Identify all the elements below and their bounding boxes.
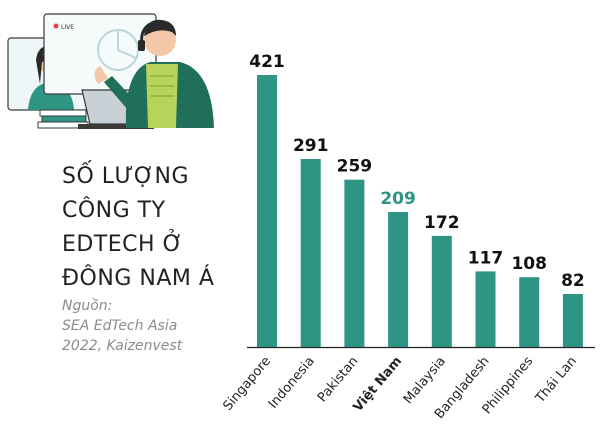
- bar-singapore: [257, 75, 277, 347]
- bar-bangladesh: [475, 271, 496, 347]
- source-note: Nguồn: SEA EdTech Asia 2022, Kaizenvest: [62, 296, 242, 356]
- title-line-4: ĐÔNG NAM Á: [62, 266, 215, 291]
- value-label-viet-nam: 209: [380, 189, 416, 209]
- bar-indonesia: [300, 158, 321, 347]
- tick-label-malaysia: Malaysia: [401, 354, 449, 407]
- source-line-2: SEA EdTech Asia: [62, 318, 178, 334]
- value-label-indonesia: 291: [293, 136, 329, 156]
- bar-pakistan: [344, 179, 365, 347]
- title-line-3: EDTECH Ở: [62, 232, 184, 257]
- title-line-2: CÔNG TY: [62, 198, 166, 223]
- title-line-1: SỐ LƯỢNG: [62, 164, 189, 189]
- value-label-thai-lan: 82: [561, 271, 585, 291]
- tick-label-singapore: Singapore: [220, 354, 274, 414]
- value-label-philippines: 108: [511, 254, 547, 274]
- bar-thai-lan: [562, 294, 583, 347]
- tick-label-thai-lan: Thái Lan: [532, 354, 580, 407]
- bar-malaysia: [431, 235, 452, 347]
- online-class-illustration: LIVE: [7, 13, 214, 129]
- bar-philippines: [519, 277, 540, 347]
- bar-viet-nam: [388, 211, 409, 347]
- value-label-pakistan: 259: [337, 157, 373, 177]
- source-line-1: Nguồn:: [62, 298, 113, 314]
- tick-label-pakistan: Pakistan: [315, 354, 361, 405]
- value-label-singapore: 421: [249, 52, 285, 72]
- chart-title: SỐ LƯỢNG CÔNG TY EDTECH Ở ĐÔNG NAM Á: [62, 160, 262, 296]
- source-line-3: 2022, Kaizenvest: [62, 338, 183, 354]
- value-label-bangladesh: 117: [468, 248, 504, 268]
- live-badge: LIVE: [61, 24, 74, 31]
- tick-label-indonesia: Indonesia: [266, 354, 318, 412]
- value-label-malaysia: 172: [424, 213, 460, 233]
